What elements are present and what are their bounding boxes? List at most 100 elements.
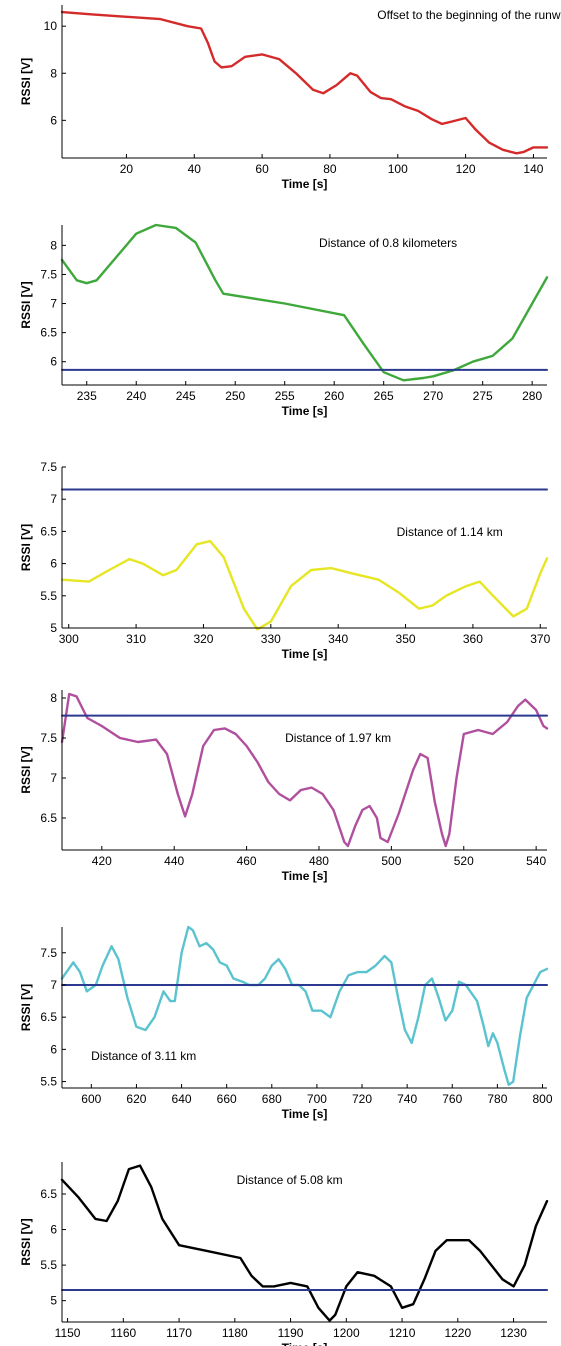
y-tick-label: 5 — [50, 1294, 57, 1308]
x-tick-label: 680 — [262, 1092, 282, 1106]
y-tick-label: 7 — [50, 978, 57, 992]
x-tick-label: 760 — [442, 1092, 462, 1106]
x-tick-label: 360 — [463, 632, 483, 646]
x-tick-label: 800 — [532, 1092, 552, 1106]
chart-panel-1: 20 40 60 80 100 120 140 6 8 10 Time [s] RSSI [V] Off… — [19, 5, 561, 191]
y-axis-label: RSSI [V] — [19, 1218, 33, 1265]
y-tick-label: 6.5 — [40, 1187, 57, 1201]
x-tick-label: 240 — [126, 389, 146, 403]
chart-panel-4: 420 440 460 480 500 520 540 6.5 7 7.5 8 Time [s] RSS… — [19, 690, 549, 883]
y-axis-label: RSSI [V] — [19, 984, 33, 1031]
x-tick-label: 1210 — [389, 1326, 416, 1340]
x-tick-label: 20 — [120, 162, 134, 176]
x-tick-label: 280 — [522, 389, 542, 403]
chart-panel-2: 235 240 245 250 255 260 265 270 275 280 6 6.5 7 7.5 8 T… — [19, 223, 549, 418]
x-tick-label: 740 — [397, 1092, 417, 1106]
y-tick-label: 6 — [50, 1042, 57, 1056]
y-axis-label: RSSI [V] — [19, 746, 33, 793]
series-line — [60, 10, 549, 155]
x-axis-label: Time [s] — [282, 1107, 328, 1121]
chart-annotation: Distance of 1.14 km — [397, 525, 503, 539]
chart-annotation: Offset to the beginning of the runway — [377, 8, 561, 22]
y-tick-label: 7 — [50, 492, 57, 506]
x-tick-label: 255 — [275, 389, 295, 403]
x-tick-label: 140 — [523, 162, 543, 176]
series-line — [60, 1164, 549, 1322]
chart-panel-6: 1150 1160 1170 1180 1190 1200 1210 1220 1230 5 5.5… — [19, 1162, 549, 1346]
y-tick-label: 5.5 — [40, 1075, 57, 1089]
y-tick-label: 8 — [50, 691, 57, 705]
chart-panel-5: 600 620 640 660 680 700 720 740 760 780 800 5.5 6 6.5… — [19, 925, 553, 1121]
x-tick-label: 600 — [81, 1092, 101, 1106]
x-tick-label: 1160 — [110, 1326, 136, 1340]
x-tick-label: 460 — [237, 854, 257, 868]
y-tick-label: 6 — [50, 355, 57, 369]
x-tick-label: 310 — [126, 632, 146, 646]
x-axis-label: Time [s] — [282, 1341, 328, 1346]
x-tick-label: 1170 — [166, 1326, 192, 1340]
x-tick-label: 1150 — [55, 1326, 81, 1340]
chart-annotation: Distance of 1.97 km — [285, 731, 391, 745]
x-tick-label: 640 — [172, 1092, 192, 1106]
chart-panel-3: 300 310 320 330 340 350 360 370 5 5.5 6 6.5 7 7.5 Time… — [19, 460, 551, 661]
x-tick-label: 40 — [188, 162, 202, 176]
x-tick-label: 80 — [323, 162, 337, 176]
x-tick-label: 620 — [126, 1092, 146, 1106]
y-tick-label: 5.5 — [40, 589, 57, 603]
x-axis-label: Time [s] — [282, 177, 328, 191]
x-tick-label: 700 — [307, 1092, 327, 1106]
x-tick-label: 660 — [217, 1092, 237, 1106]
x-axis-label: Time [s] — [282, 869, 328, 883]
x-tick-label: 330 — [261, 632, 281, 646]
series-line — [60, 925, 549, 1086]
y-tick-label: 7.5 — [40, 460, 57, 474]
x-tick-label: 275 — [473, 389, 493, 403]
y-tick-label: 7.5 — [40, 267, 57, 281]
x-tick-label: 60 — [255, 162, 269, 176]
y-tick-label: 10 — [44, 19, 58, 33]
y-tick-label: 5 — [50, 621, 57, 635]
chart-annotation: Distance of 3.11 km — [91, 1049, 196, 1063]
chart-annotation: Distance of 5.08 km — [237, 1173, 343, 1187]
x-tick-label: 1200 — [333, 1326, 360, 1340]
x-tick-label: 540 — [526, 854, 546, 868]
y-tick-label: 8 — [50, 238, 57, 252]
x-tick-label: 340 — [328, 632, 348, 646]
x-tick-label: 500 — [381, 854, 401, 868]
x-tick-label: 320 — [193, 632, 213, 646]
y-tick-label: 6.5 — [40, 524, 57, 538]
x-tick-label: 100 — [388, 162, 408, 176]
y-tick-label: 7.5 — [40, 731, 57, 745]
x-tick-label: 260 — [324, 389, 344, 403]
y-tick-label: 7 — [50, 297, 57, 311]
y-tick-label: 8 — [50, 66, 57, 80]
x-tick-label: 120 — [456, 162, 476, 176]
x-axis-label: Time [s] — [282, 404, 328, 418]
x-tick-label: 265 — [374, 389, 394, 403]
y-axis-label: RSSI [V] — [19, 281, 33, 328]
y-tick-label: 5.5 — [40, 1258, 57, 1272]
series-line — [60, 539, 549, 631]
x-tick-label: 480 — [309, 854, 329, 868]
series-line — [60, 223, 549, 382]
x-tick-label: 780 — [487, 1092, 507, 1106]
y-tick-label: 7.5 — [40, 946, 57, 960]
y-tick-label: 6 — [50, 557, 57, 571]
x-tick-label: 300 — [59, 632, 79, 646]
y-tick-label: 6.5 — [40, 811, 57, 825]
x-tick-label: 1220 — [444, 1326, 471, 1340]
x-tick-label: 520 — [454, 854, 474, 868]
y-tick-label: 6 — [50, 113, 57, 127]
x-tick-label: 370 — [530, 632, 550, 646]
x-tick-label: 270 — [423, 389, 443, 403]
x-tick-label: 1180 — [222, 1326, 248, 1340]
x-tick-label: 1190 — [278, 1326, 304, 1340]
x-tick-label: 245 — [176, 389, 196, 403]
y-tick-label: 6.5 — [40, 1010, 57, 1024]
x-tick-label: 250 — [225, 389, 245, 403]
x-axis-label: Time [s] — [282, 647, 328, 661]
y-tick-label: 6 — [50, 1223, 57, 1237]
x-tick-label: 420 — [92, 854, 112, 868]
x-tick-label: 440 — [164, 854, 184, 868]
